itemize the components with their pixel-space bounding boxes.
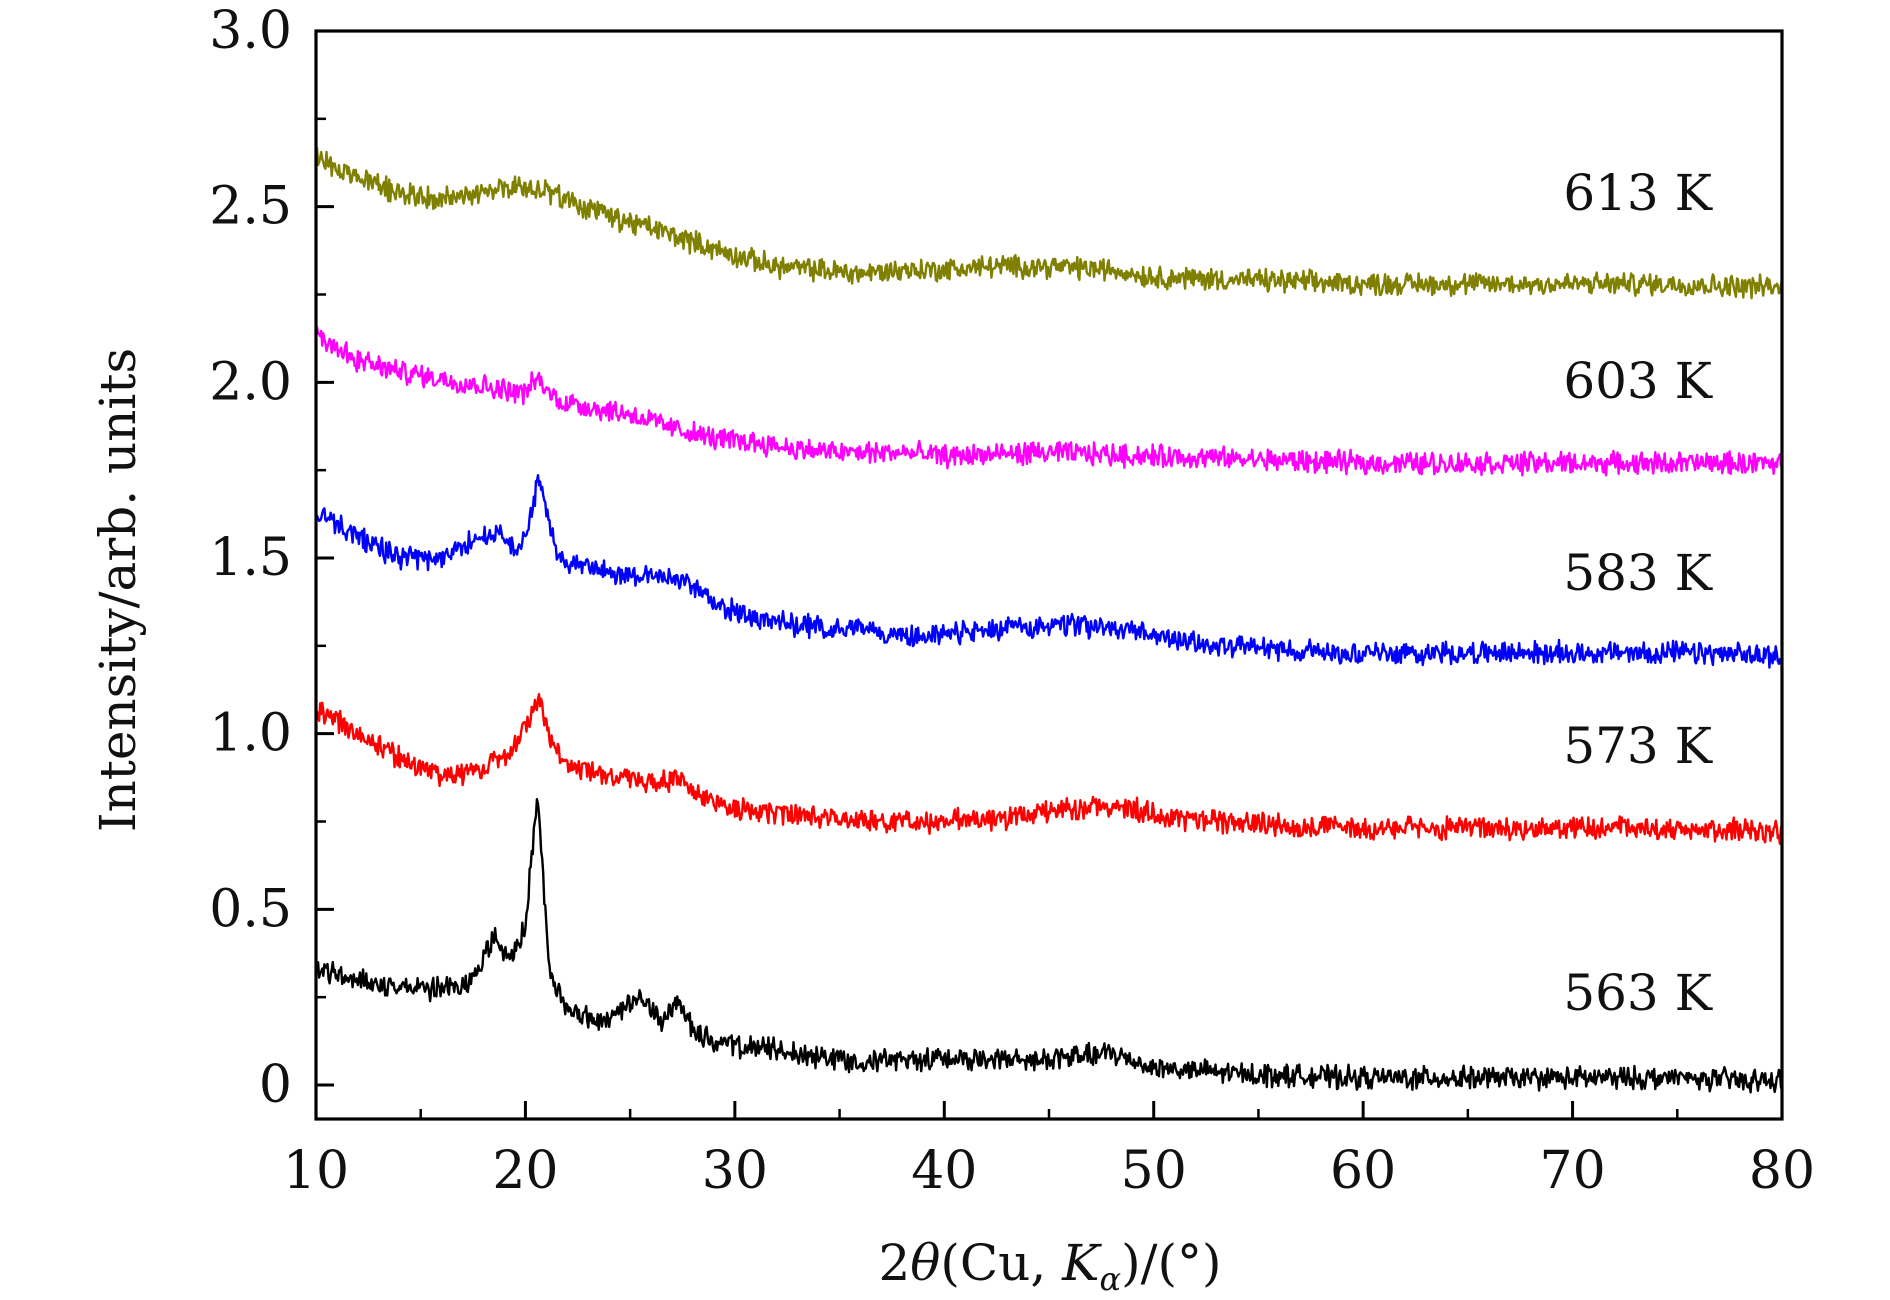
x-tick-label: 60 [1330, 1141, 1396, 1201]
x-tick-label: 70 [1539, 1141, 1605, 1201]
y-tick-label: 1.0 [209, 704, 292, 764]
series-label-563-k: 563 K [1563, 964, 1713, 1022]
y-tick-label: 1.5 [209, 528, 292, 588]
series-label-573-k: 573 K [1563, 717, 1713, 775]
series-label-583-k: 583 K [1563, 544, 1713, 602]
y-axis-title: Intensity/arb. units [89, 348, 147, 832]
series-line-613-k [314, 146, 1784, 300]
series-line-603-k [315, 325, 1784, 477]
x-tick-label: 80 [1749, 1141, 1815, 1201]
series-labels: 563 K 573 K 583 K 603 K 613 K [1563, 164, 1713, 1022]
series-line-563-k [315, 798, 1783, 1094]
y-tick-label: 2.5 [209, 177, 292, 237]
x-tick-label: 20 [492, 1141, 558, 1201]
x-tick-label: 10 [283, 1141, 349, 1201]
x-axis-title: 2θ(Cu, Kα)/(°) [878, 1234, 1221, 1298]
y-tick-label: 3.0 [209, 1, 292, 61]
x-tick-label: 50 [1121, 1141, 1187, 1201]
y-tick-label: 0 [259, 1055, 292, 1115]
x-tick-label: 30 [702, 1141, 768, 1201]
tick-labels: 10 20 30 40 50 60 70 80 0 0.5 1.0 1.5 2.0 2.5 3.0 [209, 1, 1815, 1201]
y-tick-label: 2.0 [209, 352, 292, 412]
series-line-583-k [315, 474, 1784, 669]
plot-frame [314, 29, 1784, 1121]
y-tick-label: 0.5 [209, 879, 292, 939]
series-line-573-k [315, 693, 1784, 845]
series-label-603-k: 603 K [1563, 352, 1713, 410]
series-label-613-k: 613 K [1563, 164, 1713, 222]
series-curves [314, 146, 1784, 1094]
x-tick-label: 40 [911, 1141, 977, 1201]
